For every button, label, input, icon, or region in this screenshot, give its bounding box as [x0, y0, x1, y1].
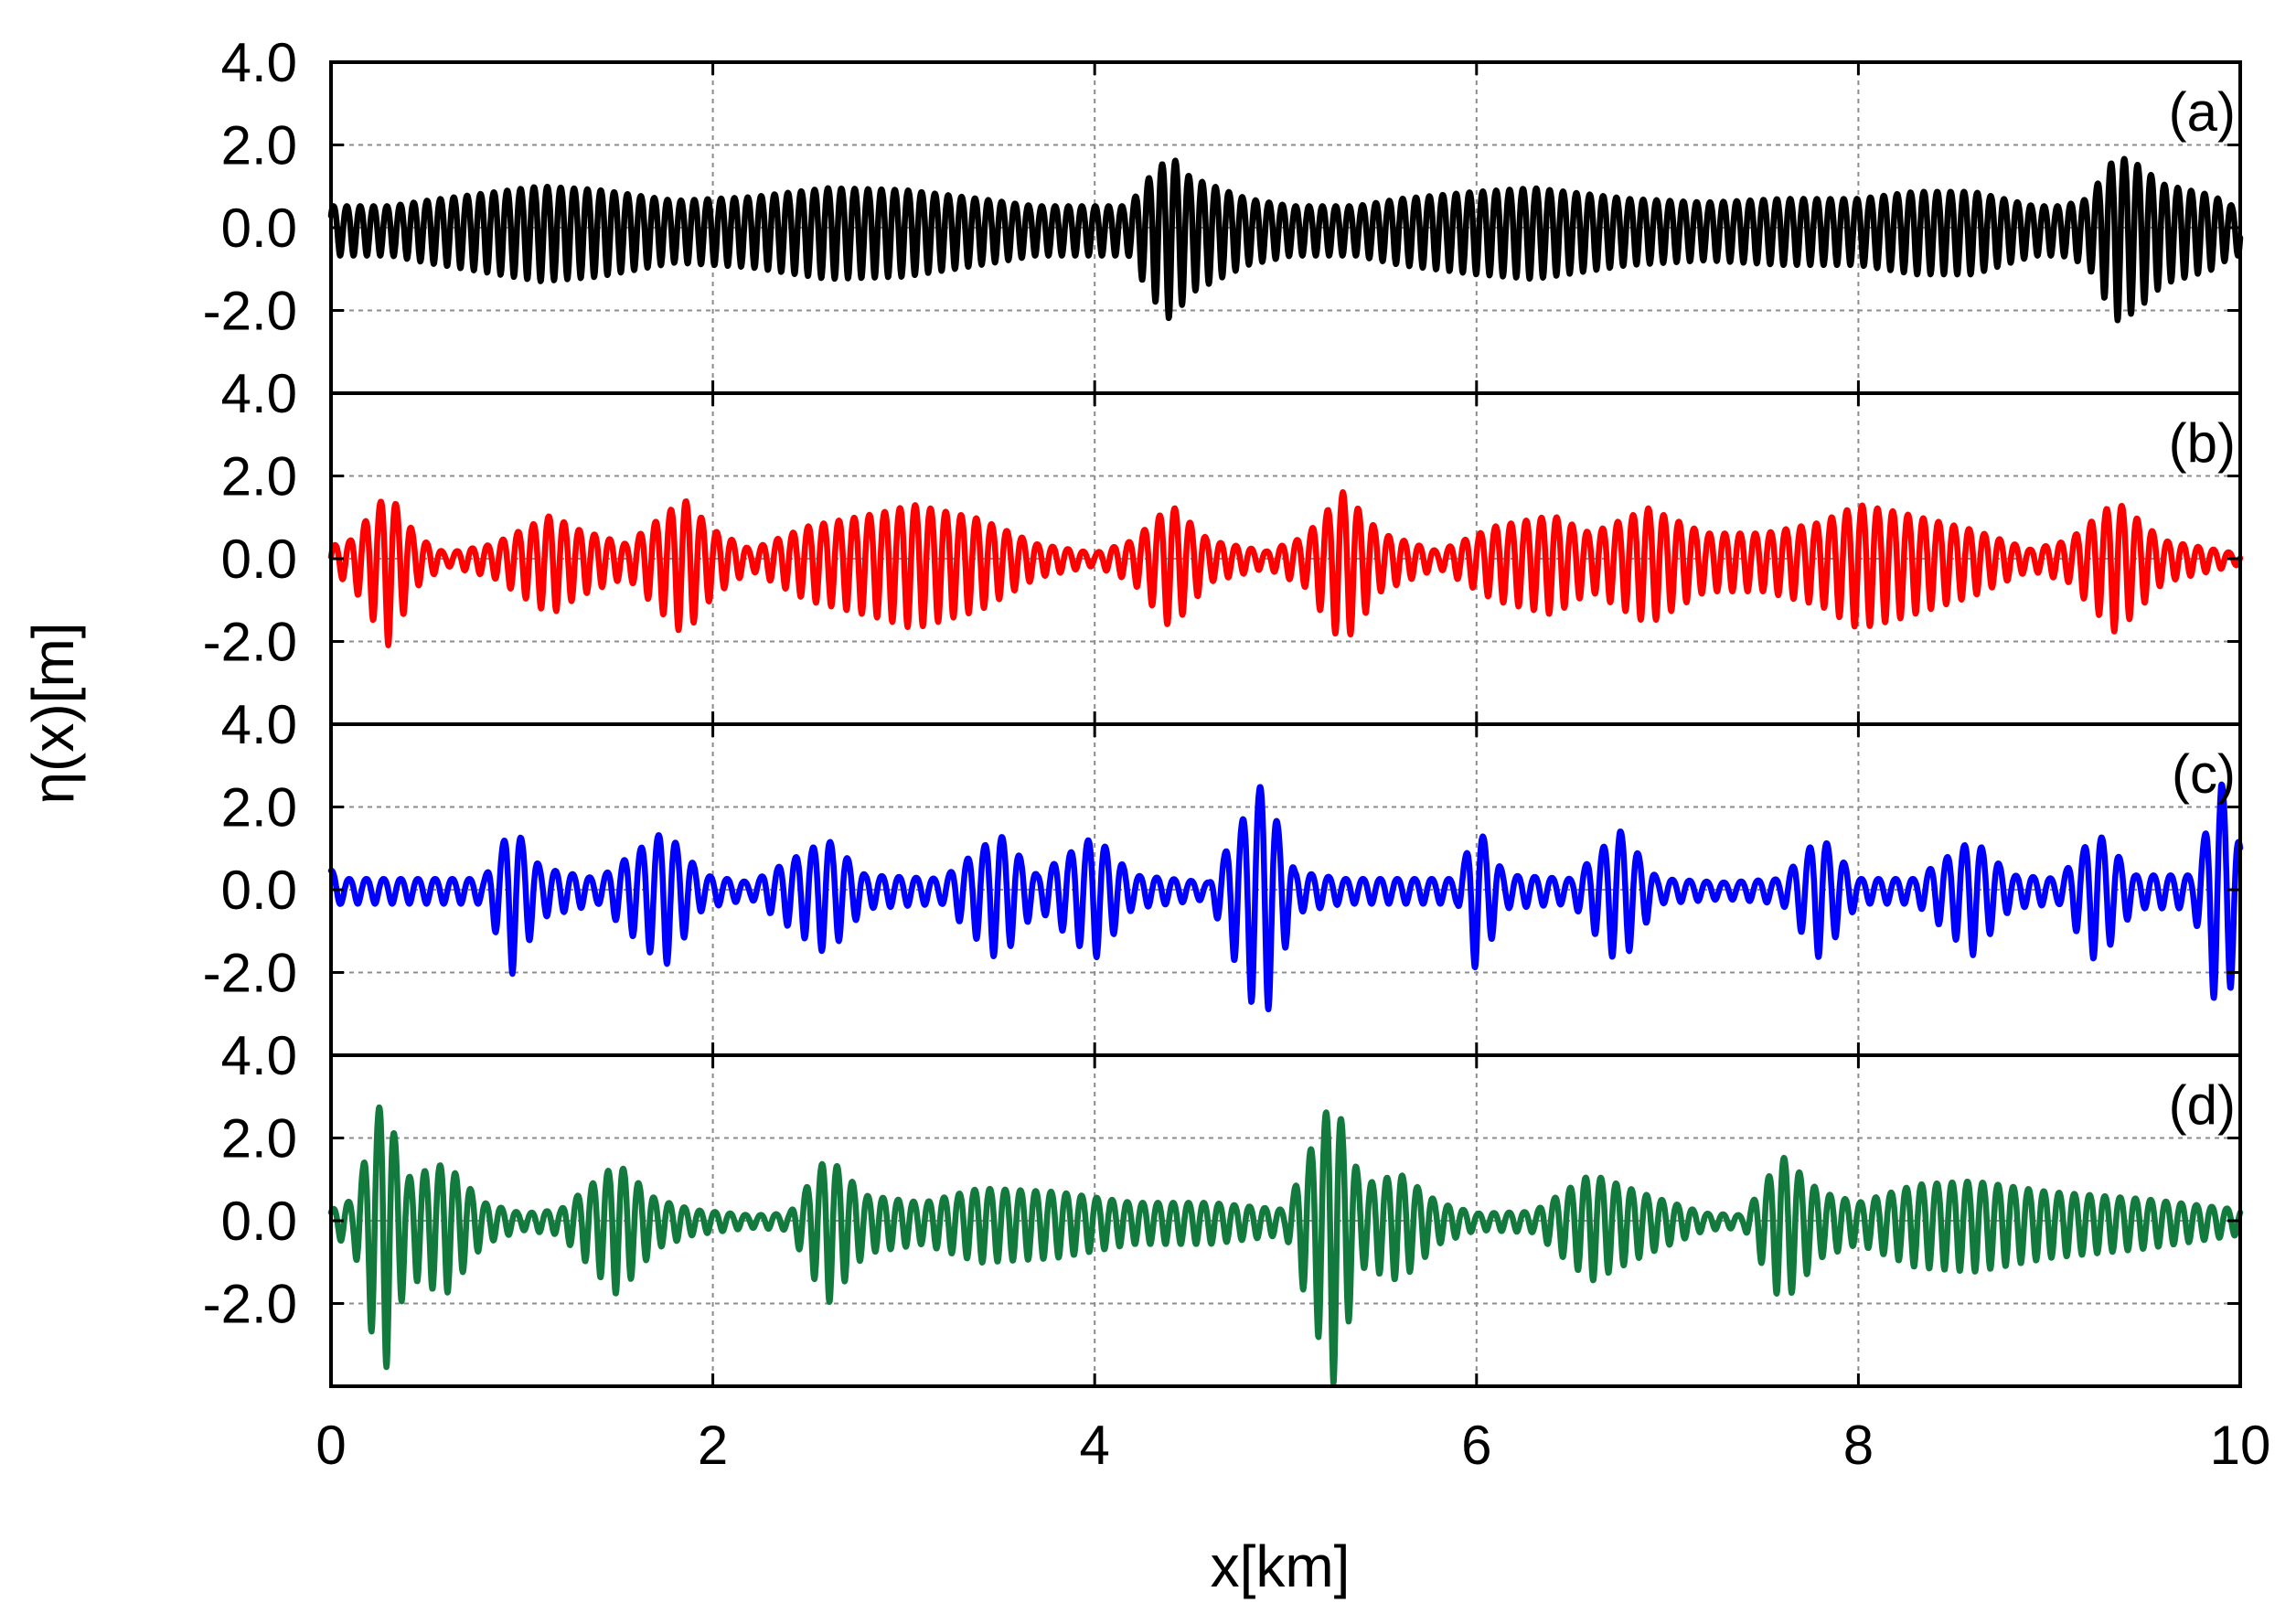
y-tick-label: -2.0	[203, 281, 297, 342]
x-tick-label: 2	[698, 1415, 728, 1476]
panels: 4.0 2.0 0.0 -2.0 (a) 4.0 2.0 0.0 -2.0 (b) 4.0 2.0 0.…	[203, 32, 2244, 1388]
y-tick-label: 2.0	[221, 115, 297, 176]
x-axis-title: x[km]	[1211, 1533, 1351, 1599]
y-tick-label: 4.0	[221, 694, 297, 755]
panel-label: (a)	[2169, 81, 2236, 143]
y-axis-title: η(x)[m]	[20, 622, 86, 804]
panel-a: 4.0 2.0 0.0 -2.0 (a)	[203, 32, 2244, 395]
panel-d: 4.0 2.0 0.0 -2.0 (d)	[203, 1025, 2244, 1388]
y-tick-label: 0.0	[221, 529, 297, 590]
y-tick-label: 0.0	[221, 1191, 297, 1252]
x-tick-label: 10	[2210, 1415, 2271, 1476]
series-line-a	[327, 155, 2244, 324]
y-tick-label: 0.0	[221, 860, 297, 921]
series-line-b	[327, 488, 2244, 648]
panel-label: (d)	[2169, 1074, 2236, 1136]
panel-label: (b)	[2169, 412, 2236, 474]
x-tick-label: 4	[1080, 1415, 1110, 1476]
panel-label: (c)	[2172, 743, 2236, 805]
series-line-d	[327, 1104, 2244, 1387]
panel-b: 4.0 2.0 0.0 -2.0 (b)	[203, 363, 2244, 726]
y-tick-label: -2.0	[203, 1274, 297, 1335]
panel-c: 4.0 2.0 0.0 -2.0 (c)	[203, 694, 2244, 1057]
y-tick-label: 0.0	[221, 198, 297, 259]
y-tick-label: 2.0	[221, 777, 297, 839]
y-tick-label: -2.0	[203, 943, 297, 1004]
x-tick-label: 6	[1461, 1415, 1491, 1476]
series-line-c	[327, 781, 2244, 1013]
x-tick-label: 8	[1843, 1415, 1874, 1476]
y-tick-label: -2.0	[203, 612, 297, 673]
y-tick-label: 4.0	[221, 32, 297, 93]
x-tick-label: 0	[315, 1415, 346, 1476]
y-tick-label: 4.0	[221, 1025, 297, 1086]
y-tick-label: 4.0	[221, 363, 297, 424]
y-tick-label: 2.0	[221, 446, 297, 508]
y-tick-label: 2.0	[221, 1108, 297, 1170]
x-axis-ticks: 0 2 4 6 8 10	[315, 1415, 2270, 1476]
